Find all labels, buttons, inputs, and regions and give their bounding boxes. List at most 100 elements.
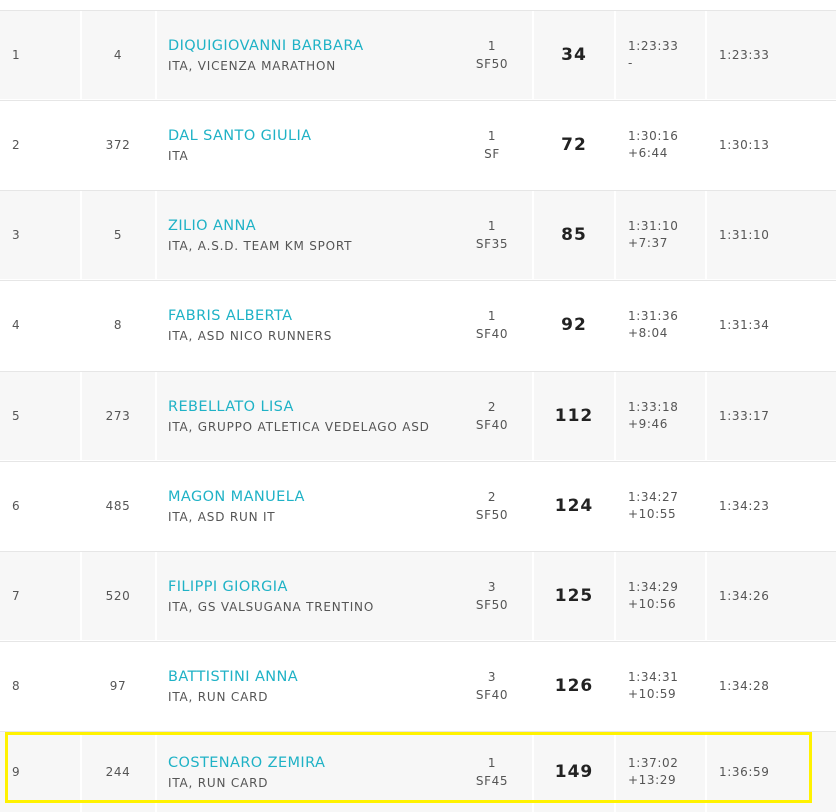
time-cell: 1:23:33 - (628, 11, 708, 99)
column-divider (532, 191, 534, 279)
points-value: 149 (554, 762, 594, 782)
athlete-name-link[interactable]: REBELLATO LISA (168, 398, 294, 415)
bib-number: 273 (82, 372, 154, 460)
bib-value: 485 (105, 499, 131, 513)
real-time-value: 1:36:59 (719, 765, 770, 779)
athlete-club: ITA, GRUPPO ATLETICA VEDELAGO ASD (168, 419, 430, 434)
finish-time: 1:31:36 (628, 309, 679, 323)
column-divider (705, 642, 707, 730)
category-rank: 1 (487, 129, 497, 143)
position-value: 8 (12, 679, 21, 693)
category-rank: 1 (487, 756, 497, 770)
column-divider (155, 552, 157, 640)
column-divider (614, 101, 616, 189)
athlete-club: ITA, GS VALSUGANA TRENTINO (168, 599, 375, 614)
position: 1 (12, 11, 52, 99)
finish-time: 1:37:02 (628, 756, 679, 770)
column-divider (705, 281, 707, 369)
athlete-name-link[interactable]: ZILIO ANNA (168, 217, 257, 234)
category-cell: 1 SF (460, 101, 524, 189)
position-value: 4 (12, 318, 21, 332)
athlete-club: ITA, RUN CARD (168, 775, 269, 790)
category-cell: 2 SF50 (460, 462, 524, 550)
real-time-cell: 1:36:59 (719, 732, 809, 812)
bib-value: 8 (113, 318, 123, 332)
bib-number: 5 (82, 191, 154, 279)
category-cell: 3 SF40 (460, 642, 524, 730)
category-code: SF40 (475, 327, 509, 341)
column-divider (532, 552, 534, 640)
athlete-name-link[interactable]: MAGON MANUELA (168, 488, 305, 505)
real-time-cell: 1:34:28 (719, 642, 809, 730)
bib-number: 4 (82, 11, 154, 99)
position: 7 (12, 552, 52, 640)
column-divider (80, 101, 82, 189)
points-value: 124 (554, 496, 594, 516)
column-divider (80, 191, 82, 279)
time-gap: +10:59 (628, 687, 677, 701)
position-value: 7 (12, 589, 21, 603)
points-cell: 112 (534, 372, 614, 460)
column-divider (80, 642, 82, 730)
position-value: 9 (12, 765, 21, 779)
points-value: 126 (554, 676, 594, 696)
athlete-name-link[interactable]: FABRIS ALBERTA (168, 307, 293, 324)
athlete-name-link[interactable]: DIQUIGIOVANNI BARBARA (168, 37, 364, 54)
category-code: SF50 (475, 508, 509, 522)
position-value: 3 (12, 228, 21, 242)
athlete-cell: DIQUIGIOVANNI BARBARA ITA, VICENZA MARATH… (168, 11, 478, 99)
real-time-cell: 1:34:23 (719, 462, 809, 550)
finish-time: 1:31:10 (628, 219, 679, 233)
finish-time: 1:34:27 (628, 490, 679, 504)
points-cell: 125 (534, 552, 614, 640)
column-divider (532, 642, 534, 730)
athlete-club: ITA, A.S.D. TEAM KM SPORT (168, 238, 353, 253)
position: 4 (12, 281, 52, 369)
category-code: SF (484, 147, 500, 161)
column-divider (705, 372, 707, 460)
time-cell: 1:34:27 +10:55 (628, 462, 708, 550)
athlete-name-link[interactable]: BATTISTINI ANNA (168, 668, 299, 685)
category-cell: 1 SF45 (460, 732, 524, 812)
finish-time: 1:30:16 (628, 129, 679, 143)
athlete-name-link[interactable]: FILIPPI GIORGIA (168, 578, 288, 595)
category-cell: 3 SF50 (460, 552, 524, 640)
column-divider (705, 732, 707, 812)
column-divider (80, 372, 82, 460)
athlete-club: ITA, ASD RUN IT (168, 509, 276, 524)
category-code: SF50 (475, 598, 509, 612)
real-time-cell: 1:34:26 (719, 552, 809, 640)
table-row: 4 8 FABRIS ALBERTA ITA, ASD NICO RUNNERS 1 SF… (0, 280, 836, 369)
table-row: 2 372 DAL SANTO GIULIA ITA 1 SF 72 1:30:16 +6:44… (0, 100, 836, 189)
table-row: 7 520 FILIPPI GIORGIA ITA, GS VALSUGANA TRE… (0, 551, 836, 640)
time-gap: +8:04 (628, 326, 669, 340)
position-value: 6 (12, 499, 21, 513)
athlete-club: ITA, RUN CARD (168, 689, 269, 704)
real-time-cell: 1:23:33 (719, 11, 809, 99)
category-rank: 2 (487, 400, 497, 414)
real-time-cell: 1:30:13 (719, 101, 809, 189)
column-divider (80, 732, 82, 812)
athlete-cell: REBELLATO LISA ITA, GRUPPO ATLETICA VEDEL… (168, 372, 478, 460)
column-divider (614, 552, 616, 640)
points-cell: 124 (534, 462, 614, 550)
real-time-cell: 1:31:34 (719, 281, 809, 369)
athlete-cell: FABRIS ALBERTA ITA, ASD NICO RUNNERS (168, 281, 478, 369)
position-value: 5 (12, 409, 21, 423)
athlete-name-link[interactable]: COSTENARO ZEMIRA (168, 754, 326, 771)
athlete-cell: BATTISTINI ANNA ITA, RUN CARD (168, 642, 478, 730)
time-gap: +6:44 (628, 146, 669, 160)
position: 6 (12, 462, 52, 550)
real-time-value: 1:30:13 (719, 138, 770, 152)
bib-value: 520 (105, 589, 131, 603)
column-divider (155, 642, 157, 730)
bib-number: 244 (82, 732, 154, 812)
column-divider (705, 552, 707, 640)
real-time-value: 1:34:23 (719, 499, 770, 513)
time-cell: 1:34:31 +10:59 (628, 642, 708, 730)
column-divider (705, 462, 707, 550)
athlete-name-link[interactable]: DAL SANTO GIULIA (168, 127, 312, 144)
column-divider (532, 11, 534, 99)
points-value: 125 (554, 586, 594, 606)
